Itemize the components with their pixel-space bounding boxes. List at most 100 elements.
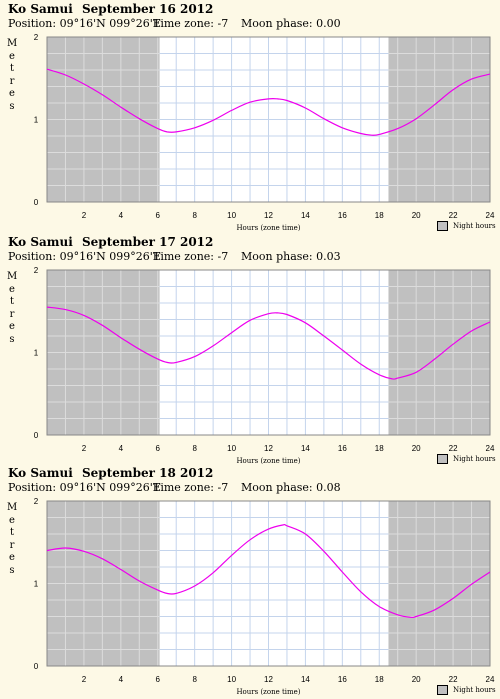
y-tick-label: 2 xyxy=(34,266,39,275)
moon-phase-text: Moon phase: 0.08 xyxy=(241,481,341,494)
y-axis-letter: M xyxy=(7,502,18,513)
location-name: Ko Samui xyxy=(8,2,73,16)
x-tick-label: 4 xyxy=(119,675,124,684)
legend: Night hours xyxy=(437,685,496,695)
x-tick-label: 8 xyxy=(192,211,197,220)
moon-phase-text: Moon phase: 0.00 xyxy=(241,17,341,30)
panel-date: September 18 2012 xyxy=(82,466,214,480)
y-axis-letter: r xyxy=(9,539,15,551)
tide-panel-3: Ko Samui September 18 2012 Position: 09°… xyxy=(0,466,500,699)
x-tick-label: 12 xyxy=(264,211,273,220)
x-tick-label: 4 xyxy=(119,211,124,220)
y-axis-letter: e xyxy=(9,514,15,526)
x-tick-label: 12 xyxy=(264,444,273,453)
x-tick-label: 10 xyxy=(227,211,236,220)
x-tick-label: 14 xyxy=(301,675,310,684)
y-axis-letter: e xyxy=(9,88,15,99)
x-tick-label: 6 xyxy=(156,675,161,684)
y-tick-label: 2 xyxy=(34,497,39,506)
x-tick-label: 22 xyxy=(449,675,458,684)
tide-panel-1: Ko Samui September 16 2012 Position: 09°… xyxy=(0,2,500,235)
y-tick-label: 1 xyxy=(34,580,39,589)
tide-curve xyxy=(46,523,491,619)
x-tick-label: 6 xyxy=(156,444,161,453)
x-tick-label: 2 xyxy=(82,444,87,453)
x-tick-label: 10 xyxy=(227,444,236,453)
x-tick-label: 22 xyxy=(449,444,458,453)
night-hours-swatch xyxy=(437,454,448,464)
y-tick-label: 1 xyxy=(34,349,39,358)
panel-date: September 16 2012 xyxy=(82,2,214,16)
x-tick-label: 12 xyxy=(264,675,273,684)
y-axis-letter: t xyxy=(9,527,15,538)
x-tick-label: 16 xyxy=(338,675,347,684)
x-axis-title: Hours (zone time) xyxy=(236,457,300,465)
y-axis-letter: t xyxy=(9,296,15,307)
position-text: Position: 09°16'N 099°26'E xyxy=(8,481,161,494)
x-tick-label: 10 xyxy=(227,675,236,684)
panel-header: Ko Samui September 16 2012 xyxy=(8,2,213,16)
y-tick-label: 0 xyxy=(34,662,39,671)
y-axis-letter: s xyxy=(9,100,15,112)
x-tick-label: 6 xyxy=(156,211,161,220)
position-text: Position: 09°16'N 099°26'E xyxy=(8,17,161,30)
y-axis-letter: s xyxy=(9,333,15,345)
position-text: Position: 09°16'N 099°26'E xyxy=(8,250,161,263)
panel-header: Ko Samui September 17 2012 xyxy=(8,235,213,249)
tide-curve xyxy=(46,68,491,136)
x-tick-label: 8 xyxy=(192,444,197,453)
x-tick-label: 14 xyxy=(301,211,310,220)
location-name: Ko Samui xyxy=(8,235,73,249)
y-axis-letter: r xyxy=(9,75,15,87)
timezone-text: Time zone: -7 xyxy=(153,17,229,30)
y-axis-letter: t xyxy=(9,63,15,74)
y-axis-letter: M xyxy=(7,271,18,282)
panel-date: September 17 2012 xyxy=(82,235,214,249)
y-axis-letter: e xyxy=(9,321,15,332)
x-tick-label: 8 xyxy=(192,675,197,684)
x-tick-label: 16 xyxy=(338,211,347,220)
y-axis-letter: e xyxy=(9,50,15,62)
x-axis-title: Hours (zone time) xyxy=(236,688,300,696)
tide-curve xyxy=(46,306,491,380)
x-tick-label: 24 xyxy=(486,211,495,220)
timezone-text: Time zone: -7 xyxy=(153,250,229,263)
y-axis-letter: s xyxy=(9,564,15,576)
x-tick-label: 20 xyxy=(412,211,421,220)
y-tick-label: 0 xyxy=(34,431,39,440)
moon-phase-text: Moon phase: 0.03 xyxy=(241,250,341,263)
plot-frame xyxy=(46,36,491,203)
y-tick-label: 0 xyxy=(34,198,39,207)
x-tick-label: 24 xyxy=(486,675,495,684)
y-axis-letter: M xyxy=(7,38,18,49)
y-axis-letter: e xyxy=(9,552,15,563)
x-axis-title: Hours (zone time) xyxy=(236,224,300,232)
night-hours-swatch xyxy=(437,685,448,695)
x-tick-label: 18 xyxy=(375,444,384,453)
x-tick-label: 20 xyxy=(412,675,421,684)
x-tick-label: 20 xyxy=(412,444,421,453)
x-tick-label: 2 xyxy=(82,211,87,220)
legend-label: Night hours xyxy=(453,222,496,230)
x-tick-label: 18 xyxy=(375,211,384,220)
x-tick-label: 14 xyxy=(301,444,310,453)
legend-label: Night hours xyxy=(453,455,496,463)
panel-header: Ko Samui September 18 2012 xyxy=(8,466,213,480)
x-tick-label: 4 xyxy=(119,444,124,453)
plot-frame xyxy=(46,500,491,667)
x-tick-label: 2 xyxy=(82,675,87,684)
timezone-text: Time zone: -7 xyxy=(153,481,229,494)
x-tick-label: 24 xyxy=(486,444,495,453)
tide-panel-2: Ko Samui September 17 2012 Position: 09°… xyxy=(0,235,500,468)
y-axis-letter: r xyxy=(9,308,15,320)
x-tick-label: 22 xyxy=(449,211,458,220)
y-tick-label: 2 xyxy=(34,33,39,42)
legend: Night hours xyxy=(437,454,496,464)
legend: Night hours xyxy=(437,221,496,231)
legend-label: Night hours xyxy=(453,686,496,694)
